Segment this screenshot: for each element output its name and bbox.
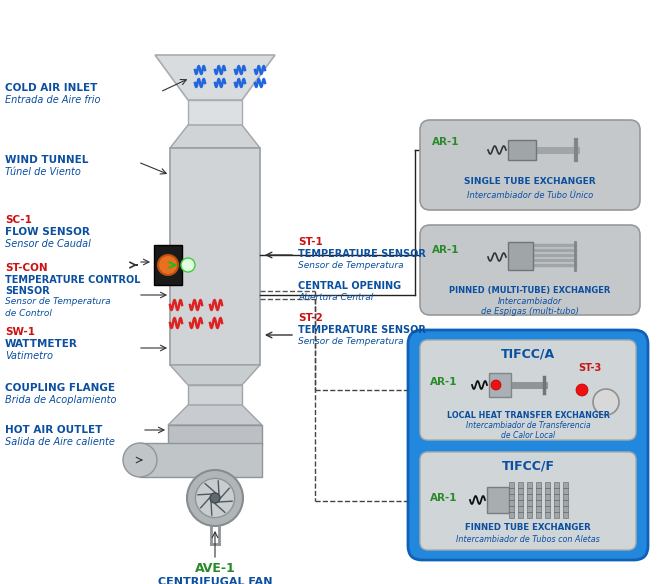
FancyBboxPatch shape [420,225,640,315]
Text: TEMPERATURE SENSOR: TEMPERATURE SENSOR [298,325,426,335]
FancyBboxPatch shape [420,120,640,210]
Circle shape [158,255,178,275]
Text: AR-1: AR-1 [432,137,459,147]
Circle shape [491,380,501,390]
Polygon shape [536,482,541,518]
Text: AR-1: AR-1 [432,245,459,255]
Text: ST-3: ST-3 [578,363,601,373]
Polygon shape [508,140,536,160]
Text: de Espigas (multi-tubo): de Espigas (multi-tubo) [481,308,579,317]
Text: Intercambiador de Tubo Único: Intercambiador de Tubo Único [467,192,593,200]
Text: TIFCC/A: TIFCC/A [501,347,555,360]
Text: Intercambiador de Transferencia: Intercambiador de Transferencia [466,422,590,430]
Text: WATTMETER: WATTMETER [5,339,78,349]
Text: de Control: de Control [5,308,52,318]
Text: ST-2: ST-2 [298,313,323,323]
Polygon shape [509,482,514,518]
Polygon shape [508,242,533,270]
Text: SENSOR: SENSOR [5,286,50,296]
Text: Intercambiador de Tubos con Aletas: Intercambiador de Tubos con Aletas [456,534,600,544]
Text: Sensor de Temperatura: Sensor de Temperatura [5,297,110,307]
Polygon shape [170,365,260,385]
Text: COLD AIR INLET: COLD AIR INLET [5,83,97,93]
Circle shape [195,478,235,517]
Circle shape [123,443,157,477]
Text: SINGLE TUBE EXCHANGER: SINGLE TUBE EXCHANGER [464,178,596,186]
Circle shape [593,389,619,415]
Polygon shape [168,425,262,445]
Polygon shape [154,245,182,285]
Text: Brida de Acoplamiento: Brida de Acoplamiento [5,395,116,405]
Text: Entrada de Aire frio: Entrada de Aire frio [5,95,101,105]
Circle shape [210,493,220,503]
Text: Sensor de Caudal: Sensor de Caudal [5,239,91,249]
Text: ST-CON: ST-CON [5,263,47,273]
Polygon shape [188,100,242,125]
Polygon shape [554,482,559,518]
Text: Abertura Central: Abertura Central [298,293,373,301]
Text: AR-1: AR-1 [430,493,457,503]
Text: AVE-1: AVE-1 [194,561,235,575]
Polygon shape [527,482,532,518]
Text: LOCAL HEAT TRANSFER EXCHANGER: LOCAL HEAT TRANSFER EXCHANGER [447,411,610,419]
Text: Intercambiador: Intercambiador [498,297,562,305]
Text: TIFCC/F: TIFCC/F [501,460,555,472]
Polygon shape [170,125,260,148]
FancyBboxPatch shape [420,452,636,550]
Polygon shape [155,55,275,100]
Polygon shape [489,373,511,397]
Text: SW-1: SW-1 [5,327,35,337]
Text: FINNED TUBE EXCHANGER: FINNED TUBE EXCHANGER [465,523,591,531]
Text: Salida de Aire caliente: Salida de Aire caliente [5,437,115,447]
Circle shape [187,470,243,526]
Polygon shape [563,482,568,518]
Text: SC-1: SC-1 [5,215,32,225]
Text: Sensor de Temperatura: Sensor de Temperatura [298,260,403,269]
Polygon shape [545,482,550,518]
Text: AR-1: AR-1 [430,377,457,387]
Text: TEMPERATURE CONTROL: TEMPERATURE CONTROL [5,275,141,285]
Text: Túnel de Viento: Túnel de Viento [5,167,81,177]
Text: PINNED (MULTI-TUBE) EXCHANGER: PINNED (MULTI-TUBE) EXCHANGER [449,286,611,294]
Circle shape [181,258,195,272]
Text: WIND TUNNEL: WIND TUNNEL [5,155,89,165]
Text: COUPLING FLANGE: COUPLING FLANGE [5,383,115,393]
Text: CENTRIFUGAL FAN: CENTRIFUGAL FAN [158,577,272,584]
Text: ST-1: ST-1 [298,237,323,247]
Polygon shape [140,443,262,477]
Text: FLOW SENSOR: FLOW SENSOR [5,227,90,237]
Text: HOT AIR OUTLET: HOT AIR OUTLET [5,425,102,435]
Polygon shape [487,487,509,513]
Text: Vatimetro: Vatimetro [5,351,53,361]
Polygon shape [518,482,523,518]
Text: TEMPERATURE SENSOR: TEMPERATURE SENSOR [298,249,426,259]
FancyBboxPatch shape [420,340,636,440]
Text: Sensor de Temperatura: Sensor de Temperatura [298,336,403,346]
Text: de Calor Local: de Calor Local [501,432,555,440]
Circle shape [576,384,588,396]
Text: CENTRAL OPENING: CENTRAL OPENING [298,281,401,291]
FancyBboxPatch shape [408,330,648,560]
Polygon shape [168,405,262,425]
Polygon shape [188,385,242,405]
Polygon shape [170,148,260,365]
